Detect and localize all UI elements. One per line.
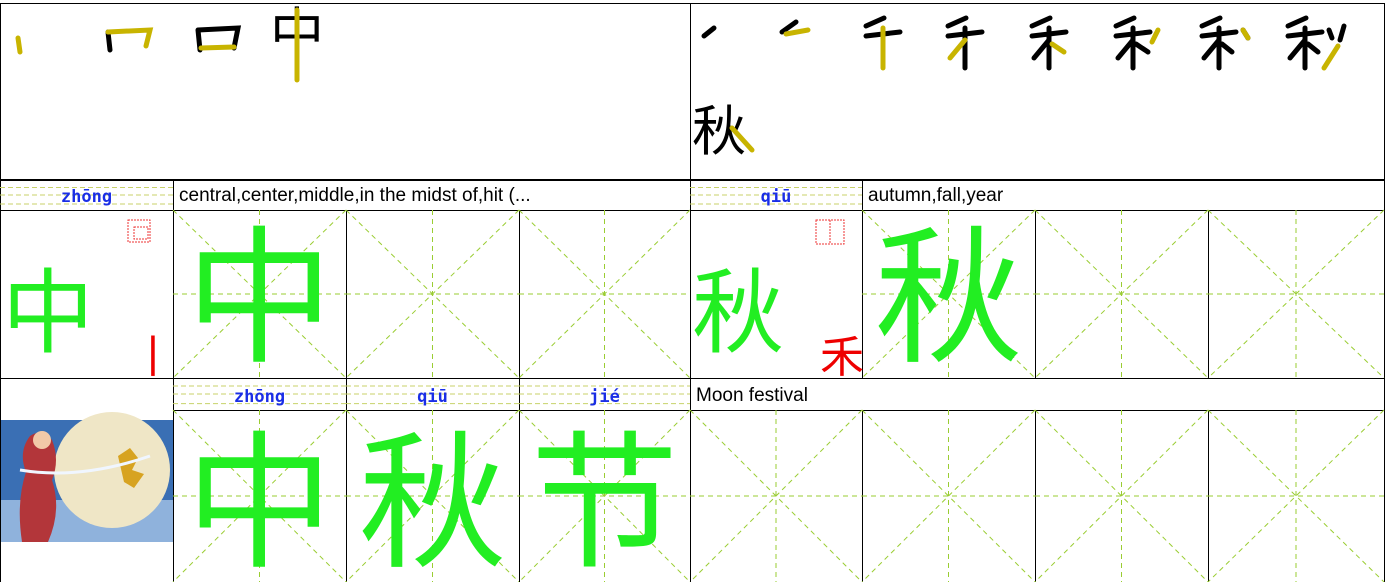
stroke-highlight (729, 125, 755, 153)
character: 秋 (692, 260, 784, 367)
character: 秋 (359, 418, 507, 582)
pinyin: qiū (761, 187, 792, 207)
grid (0, 180, 1385, 582)
pinyin: jié (589, 387, 620, 407)
meaning: Moon festival (696, 385, 808, 406)
character: 中 (186, 418, 334, 582)
pinyin: qiū (417, 387, 448, 407)
meaning: autumn,fall,year (868, 185, 1004, 206)
character: 节 (531, 418, 679, 582)
pinyin: zhōng (234, 387, 285, 407)
labels: zhōng central,center,middle,in the midst … (2, 185, 1023, 582)
meaning: central,center,middle,in the midst of,hi… (179, 185, 531, 206)
character: 中 (2, 260, 94, 367)
radical: 丨 (131, 332, 175, 383)
character: 秋 (875, 213, 1023, 385)
stroke-steps (15, 15, 1347, 71)
moon-picture (1, 412, 173, 542)
radical: 禾 (820, 332, 864, 383)
structure-icon (127, 219, 845, 245)
character: 中 (186, 213, 334, 385)
pinyin: zhōng (61, 187, 112, 207)
